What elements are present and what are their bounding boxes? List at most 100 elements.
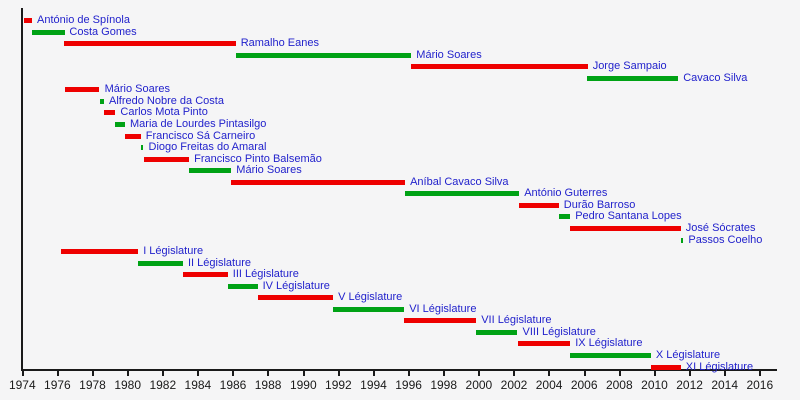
- x-tick-1984: [197, 370, 200, 376]
- x-tick-label-2012: 2012: [676, 378, 703, 392]
- bar-label-legislatures-2: II Législature: [188, 256, 251, 269]
- timeline-bar-legislatures-2: [138, 260, 183, 266]
- x-tick-2002: [513, 370, 516, 376]
- x-tick-label-2000: 2000: [465, 378, 493, 392]
- bar-label-prime-ministers-8: Mário Soares: [236, 164, 302, 177]
- x-tick-1974: [21, 370, 24, 376]
- bar-label-legislatures-5: V Législature: [338, 291, 403, 304]
- x-tick-label-2010: 2010: [641, 378, 668, 392]
- timeline-bar-presidents-4: [235, 52, 412, 58]
- x-tick-1996: [407, 370, 410, 376]
- timeline-bar-presidents-3: [63, 41, 236, 47]
- timeline-bar-legislatures-9: [517, 341, 571, 347]
- bar-label-presidents-5: Jorge Sampaio: [592, 60, 667, 73]
- timeline-bar-prime-ministers-13: [570, 225, 681, 231]
- x-tick-label-1988: 1988: [254, 378, 282, 392]
- timeline-bar-prime-ministers-10: [405, 191, 520, 197]
- x-tick-1994: [372, 370, 375, 376]
- bar-label-legislatures-9: IX Législature: [575, 337, 643, 350]
- bar-label-prime-ministers-6: Diogo Freitas do Amaral: [148, 141, 267, 154]
- timeline-bar-prime-ministers-12: [558, 214, 571, 220]
- bar-label-prime-ministers-9: Aníbal Cavaco Silva: [410, 175, 509, 188]
- timeline-bar-legislatures-4: [227, 283, 258, 289]
- x-axis-line: [21, 369, 777, 371]
- bar-label-prime-ministers-11: Durão Barroso: [563, 198, 636, 211]
- timeline-bar-prime-ministers-14: [680, 237, 684, 243]
- bar-label-prime-ministers-10: António Guterres: [524, 187, 608, 200]
- x-tick-1988: [267, 370, 270, 376]
- bar-label-prime-ministers-5: Francisco Sá Carneiro: [145, 129, 256, 142]
- bar-label-legislatures-4: IV Législature: [262, 279, 330, 292]
- x-tick-label-1998: 1998: [430, 378, 458, 392]
- bar-label-presidents-6: Cavaco Silva: [683, 71, 748, 84]
- x-tick-1998: [443, 370, 445, 376]
- timeline-bar-presidents-5: [411, 64, 588, 70]
- timeline-bar-prime-ministers-2: [99, 98, 104, 104]
- x-tick-label-1996: 1996: [395, 378, 422, 392]
- bar-label-prime-ministers-3: Carlos Mota Pinto: [120, 106, 208, 119]
- bar-label-prime-ministers-12: Pedro Santana Lopes: [575, 210, 682, 223]
- bar-label-prime-ministers-14: Passos Coelho: [688, 233, 763, 246]
- timeline-bar-legislatures-1: [60, 249, 139, 254]
- timeline-bar-prime-ministers-6: [140, 145, 144, 151]
- timeline-bar-presidents-6: [586, 75, 679, 81]
- x-tick-1992: [337, 370, 340, 376]
- bar-label-legislatures-3: III Législature: [232, 268, 299, 281]
- x-tick-label-1976: 1976: [44, 378, 71, 392]
- x-tick-2010: [653, 370, 656, 376]
- x-tick-2004: [548, 370, 551, 376]
- timeline-bar-prime-ministers-8: [189, 168, 232, 174]
- x-tick-label-2016: 2016: [746, 378, 774, 392]
- timeline-bar-legislatures-6: [333, 306, 405, 312]
- x-tick-label-1984: 1984: [184, 378, 212, 392]
- timeline-bar-legislatures-11: [650, 364, 681, 370]
- x-tick-label-2002: 2002: [500, 378, 528, 392]
- x-tick-2014: [723, 370, 726, 376]
- x-tick-label-2014: 2014: [711, 378, 739, 392]
- timeline-bar-legislatures-8: [476, 329, 518, 335]
- timeline-bar-prime-ministers-7: [143, 156, 190, 162]
- y-axis-line: [21, 8, 23, 371]
- x-tick-label-2008: 2008: [605, 378, 633, 392]
- x-tick-1982: [162, 370, 164, 376]
- timeline-bar-prime-ministers-5: [125, 133, 141, 139]
- timeline-bar-prime-ministers-1: [65, 87, 100, 93]
- bar-label-prime-ministers-7: Francisco Pinto Balsemão: [194, 152, 322, 165]
- timeline-bar-legislatures-10: [570, 353, 651, 358]
- x-tick-label-2006: 2006: [570, 378, 598, 392]
- bar-label-legislatures-10: X Législature: [655, 349, 721, 361]
- bar-label-legislatures-6: VI Législature: [409, 302, 477, 315]
- timeline-bar-prime-ministers-3: [104, 110, 116, 116]
- x-tick-label-1986: 1986: [219, 378, 247, 392]
- x-tick-2006: [583, 370, 586, 376]
- bar-label-prime-ministers-1: Mário Soares: [104, 83, 171, 96]
- x-tick-label-1982: 1982: [149, 378, 177, 392]
- bar-label-prime-ministers-13: José Sócrates: [685, 221, 756, 234]
- x-tick-2016: [759, 370, 762, 376]
- x-tick-label-2004: 2004: [535, 378, 563, 392]
- x-tick-1978: [91, 370, 94, 376]
- timeline-bar-prime-ministers-11: [519, 202, 559, 208]
- x-tick-label-1992: 1992: [325, 378, 352, 392]
- x-tick-label-1980: 1980: [114, 378, 142, 392]
- x-tick-1986: [232, 370, 235, 376]
- timeline-bar-prime-ministers-4: [115, 122, 126, 127]
- x-tick-2000: [478, 370, 481, 376]
- x-tick-label-1994: 1994: [360, 378, 387, 392]
- bar-label-presidents-1: António de Spínola: [37, 14, 130, 26]
- bar-label-presidents-4: Mário Soares: [416, 48, 482, 61]
- bar-label-presidents-2: Costa Gomes: [69, 25, 137, 38]
- timeline-bar-legislatures-7: [404, 318, 477, 324]
- x-tick-1976: [56, 370, 59, 376]
- x-tick-label-1978: 1978: [79, 378, 106, 392]
- bar-label-legislatures-11: XI Législature: [685, 360, 754, 373]
- x-tick-2008: [618, 370, 621, 376]
- bar-label-prime-ministers-4: Maria de Lourdes Pintasilgo: [130, 118, 267, 130]
- x-tick-2012: [688, 370, 691, 376]
- timeline-bar-presidents-1: [24, 18, 32, 23]
- bar-label-legislatures-1: I Législature: [143, 245, 204, 257]
- timeline-bar-legislatures-3: [183, 272, 228, 278]
- timeline-bar-prime-ministers-9: [231, 179, 406, 185]
- bar-label-presidents-3: Ramalho Eanes: [240, 37, 319, 50]
